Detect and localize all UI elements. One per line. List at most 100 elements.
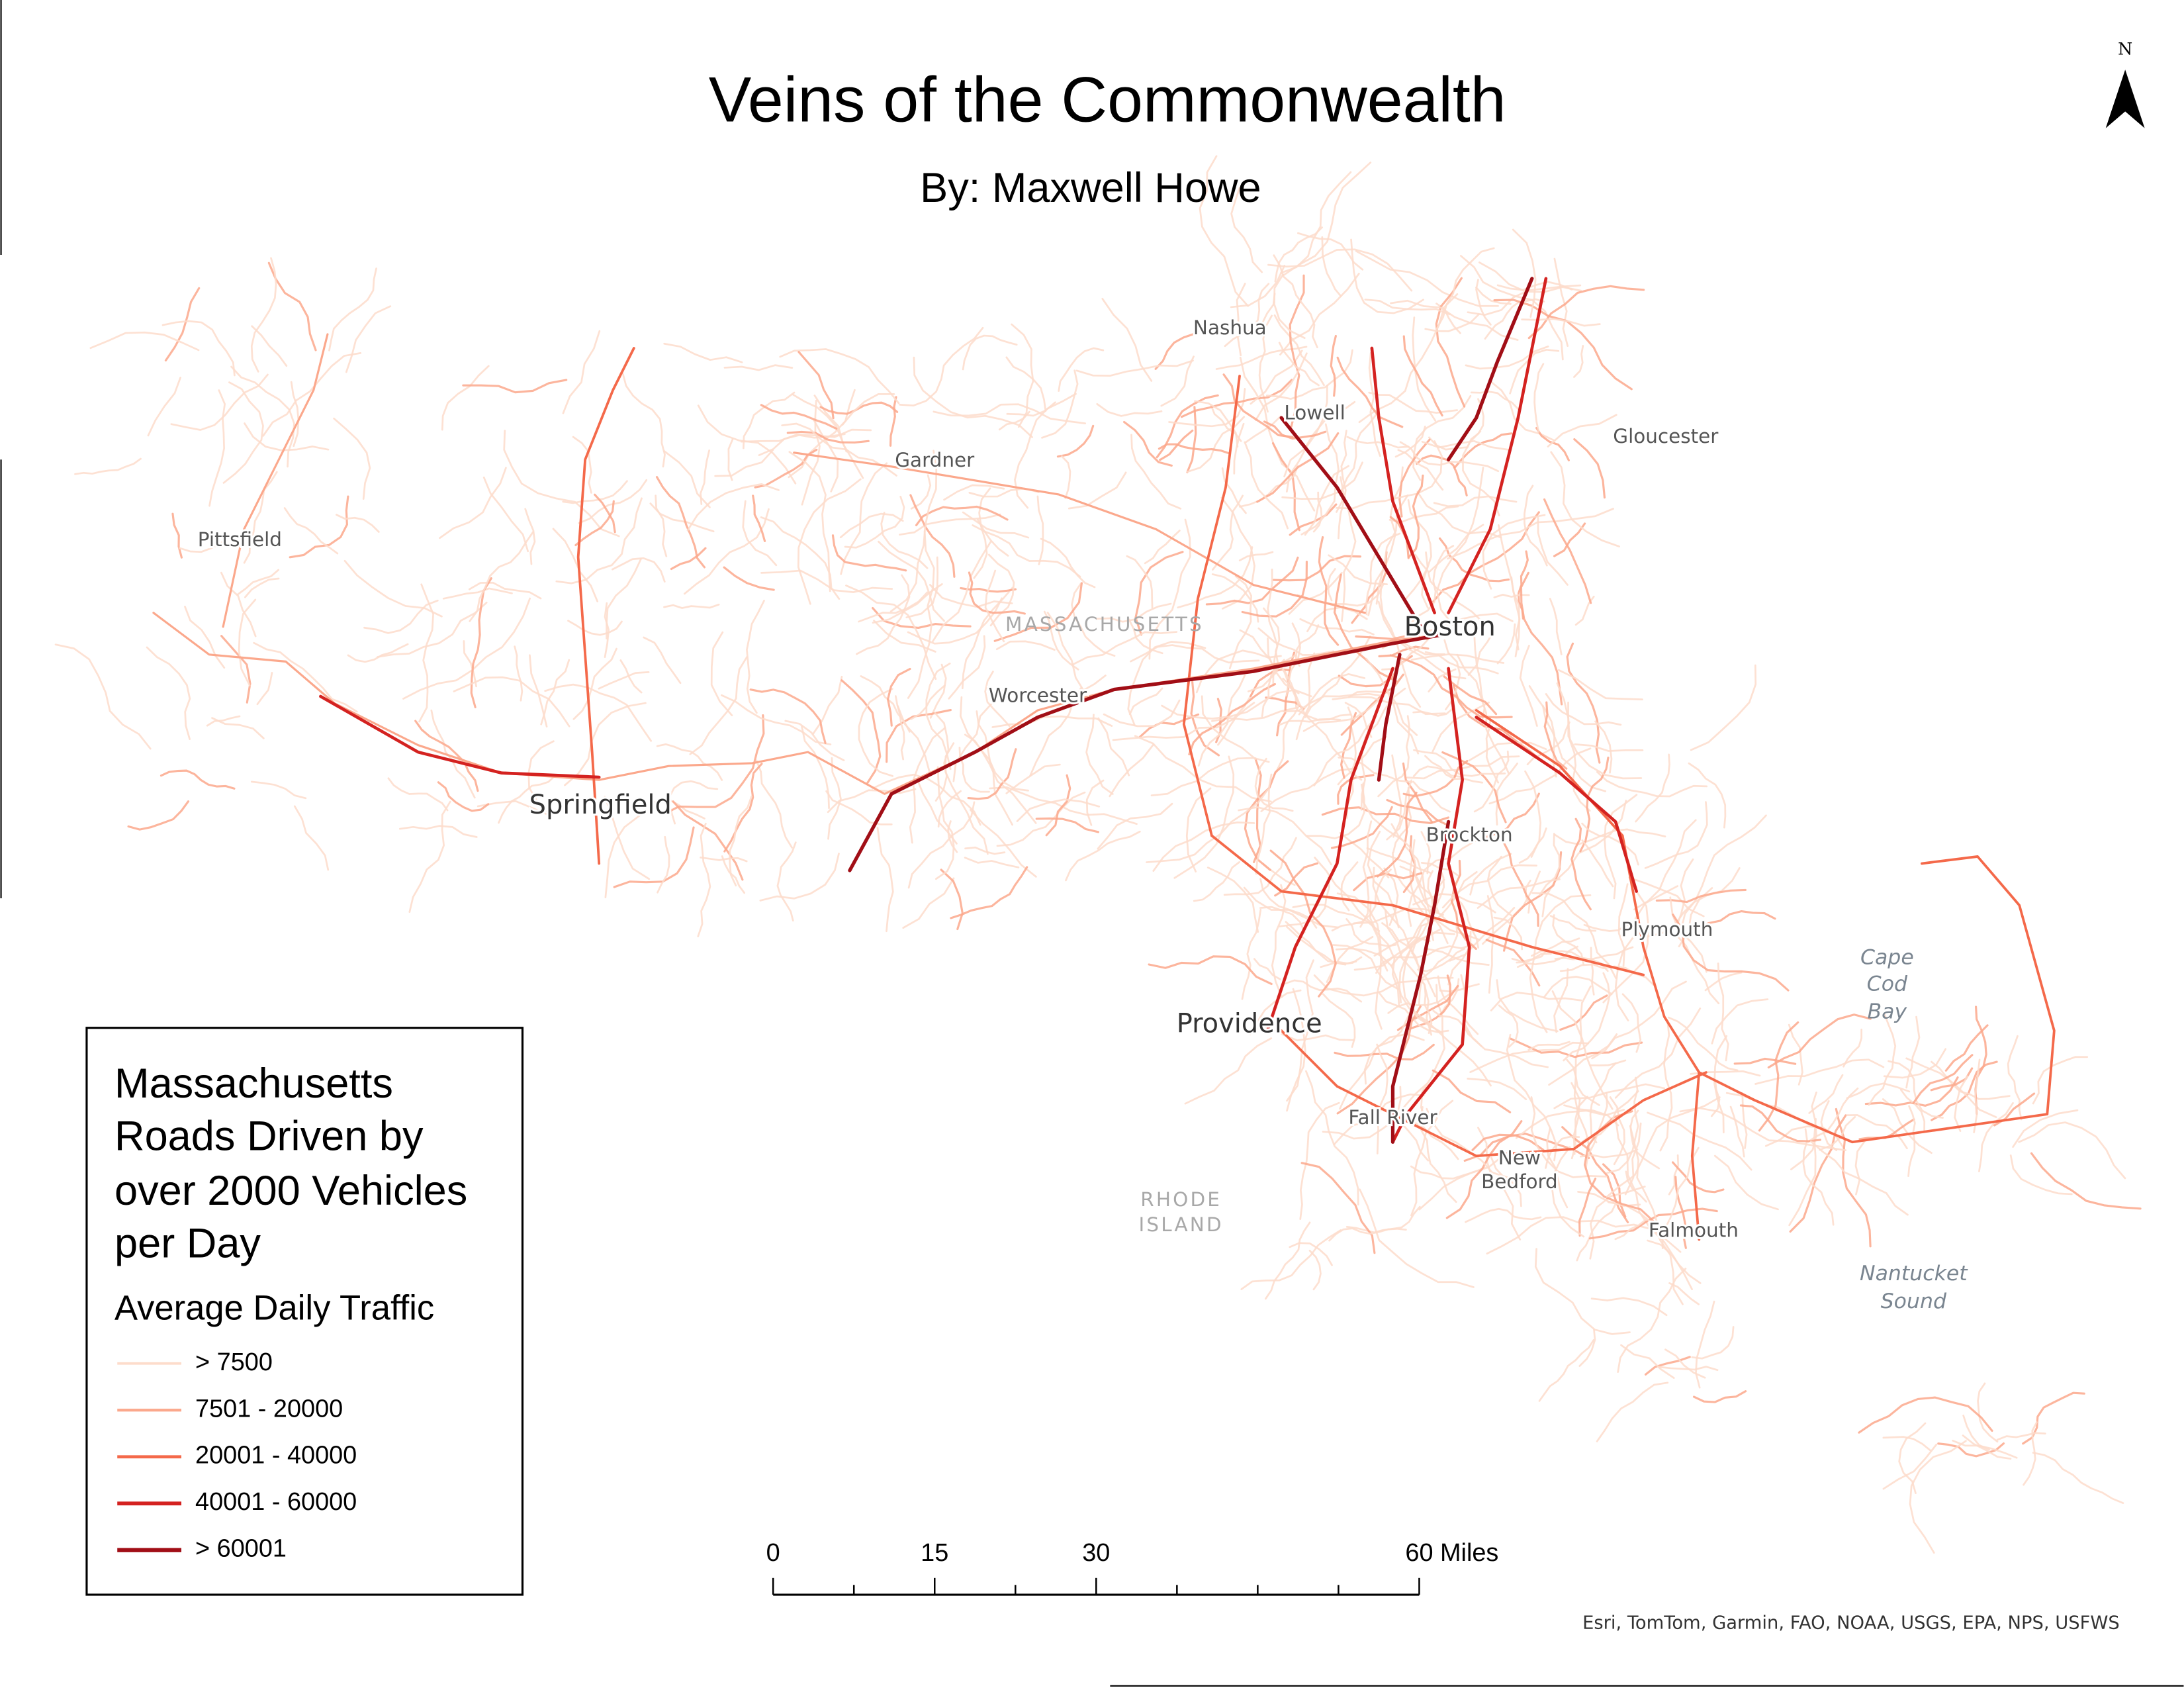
- road: [1820, 1100, 1838, 1152]
- road: [1236, 283, 1246, 357]
- region-label: ISLAND: [1139, 1213, 1224, 1236]
- road: [1043, 610, 1079, 671]
- road: [1273, 314, 1325, 387]
- road: [1210, 834, 1645, 976]
- road: [1729, 1105, 1745, 1158]
- road: [1418, 975, 1433, 1035]
- road: [1071, 583, 1116, 657]
- road: [1539, 833, 1561, 896]
- road: [1295, 624, 1320, 667]
- road: [1549, 915, 1597, 932]
- road: [1367, 466, 1404, 616]
- road: [1615, 1118, 1682, 1253]
- road: [1282, 677, 1363, 781]
- road: [159, 769, 236, 790]
- road: [1450, 859, 1477, 951]
- road: [1127, 641, 1206, 726]
- road: [230, 365, 295, 468]
- road: [873, 620, 936, 653]
- road: [1005, 763, 1061, 794]
- road: [934, 766, 955, 880]
- road: [1056, 424, 1095, 458]
- road: [244, 577, 280, 598]
- road: [1280, 1029, 1707, 1158]
- road: [594, 493, 616, 534]
- road: [598, 671, 650, 690]
- road: [948, 635, 986, 700]
- road: [1520, 571, 1563, 706]
- road: [1802, 1128, 1835, 1226]
- road: [1336, 892, 1383, 1030]
- road: [1477, 1127, 1522, 1241]
- road: [962, 511, 1030, 539]
- road: [1500, 831, 1539, 927]
- road: [1306, 606, 1368, 633]
- road: [208, 389, 226, 507]
- road: [1468, 741, 1547, 762]
- road: [1273, 705, 1300, 776]
- road: [1368, 391, 1459, 414]
- road: [619, 659, 643, 694]
- road: [2030, 1152, 2142, 1210]
- road: [1279, 273, 1360, 356]
- road: [1604, 794, 1638, 900]
- road: [1363, 1005, 1414, 1085]
- road: [661, 714, 765, 816]
- place-label: Providence: [1177, 1009, 1322, 1039]
- road: [1318, 536, 1340, 646]
- road: [937, 790, 962, 828]
- region-label: RHODE: [1140, 1188, 1222, 1211]
- road: [453, 676, 570, 727]
- road: [793, 451, 1366, 614]
- road: [1644, 1356, 1691, 1376]
- road: [1475, 286, 1512, 305]
- road: [1882, 1098, 1933, 1154]
- road: [1257, 627, 1334, 656]
- road: [1097, 802, 1173, 850]
- road: [1554, 946, 1634, 961]
- road: [1184, 1037, 1273, 1105]
- road: [1614, 1219, 1647, 1241]
- road: [1537, 516, 1569, 586]
- road: [1333, 573, 1398, 682]
- road: [1426, 1107, 1508, 1178]
- road: [1255, 773, 1273, 875]
- road: [1498, 1004, 1519, 1048]
- road: [1661, 1147, 1700, 1249]
- road: [1647, 867, 1741, 938]
- road: [336, 514, 380, 533]
- map-subtitle: By: Maxwell Howe: [920, 165, 1261, 211]
- road: [1408, 474, 1424, 559]
- road: [749, 688, 827, 745]
- road: [1372, 867, 1436, 998]
- attribution: Esri, TomTom, Garmin, FAO, NOAA, USGS, E…: [1582, 1613, 2120, 1634]
- road: [907, 801, 976, 889]
- road: [1620, 1344, 1675, 1380]
- road: [567, 620, 623, 636]
- road: [1247, 654, 1297, 692]
- road: [1238, 806, 1332, 866]
- road: [1668, 1154, 1680, 1196]
- road: [784, 720, 845, 761]
- road: [236, 569, 280, 596]
- road: [1071, 631, 1178, 666]
- place-label: Pittsfield: [198, 528, 282, 551]
- road: [1591, 980, 1687, 1060]
- road: [1437, 975, 1479, 1035]
- road: [1402, 1113, 1459, 1160]
- road: [1299, 1102, 1340, 1220]
- road: [886, 667, 911, 727]
- road: [1274, 226, 1323, 283]
- road: [89, 331, 200, 352]
- road: [1581, 822, 1639, 866]
- road: [1688, 762, 1727, 829]
- legend-title: Massachusetts: [114, 1060, 393, 1107]
- road: [831, 534, 907, 572]
- road: [1931, 1060, 2011, 1100]
- road: [1667, 1016, 1739, 1072]
- road: [1283, 400, 1356, 478]
- north-arrow: N: [2105, 40, 2145, 128]
- road: [746, 600, 765, 714]
- road: [1035, 817, 1100, 833]
- road: [1717, 962, 1729, 1062]
